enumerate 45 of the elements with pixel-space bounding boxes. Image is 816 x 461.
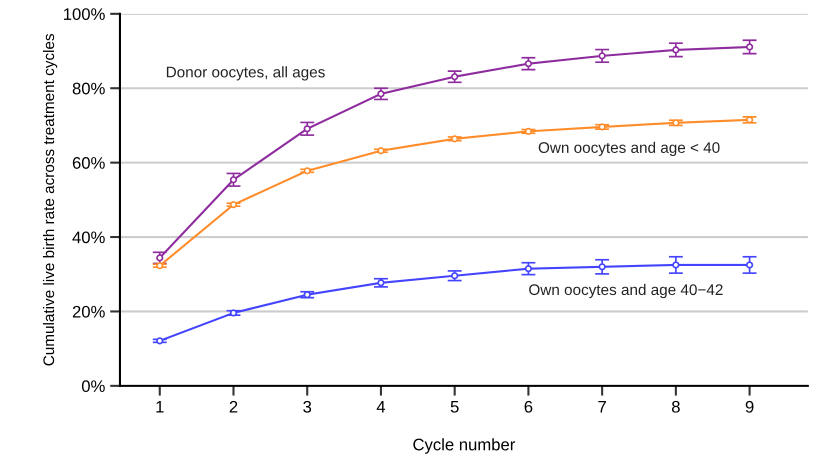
point [377, 279, 385, 286]
x-tick-label: 6 [524, 400, 532, 413]
x-tick-label: 9 [746, 400, 754, 413]
point [746, 43, 754, 51]
x-tick-label: 8 [672, 400, 680, 413]
point [524, 265, 532, 272]
x-tick-label: 7 [598, 401, 606, 413]
point [598, 123, 606, 131]
x-tick-label: 1 [156, 401, 164, 413]
point [746, 261, 754, 269]
point [598, 52, 606, 60]
point [524, 128, 532, 136]
point [451, 135, 458, 142]
point [156, 337, 164, 344]
x-tick-label: 4 [376, 401, 386, 413]
point [377, 90, 385, 98]
y-tick-label: 20% [72, 306, 105, 318]
point [451, 73, 458, 80]
x-tick-label: 5 [450, 401, 459, 413]
y-tick-label: 40% [72, 231, 105, 244]
point [672, 119, 680, 126]
point [304, 167, 311, 174]
point [156, 254, 164, 262]
point [598, 263, 606, 270]
y-axis-title: Cumulative live birth rate across treatment cycles [42, 34, 58, 366]
point [230, 309, 238, 317]
x-tick-label: 2 [230, 400, 238, 413]
series-label: Own oocytes and age 40−42 [529, 284, 723, 298]
x-tick-label: 3 [303, 400, 312, 413]
point [672, 261, 680, 269]
point [230, 176, 238, 184]
point [304, 125, 311, 132]
series-label: Own oocytes and age < 40 [538, 142, 720, 156]
point [156, 262, 164, 270]
text: Donor oocytes, all ages [166, 66, 325, 80]
point [524, 60, 532, 68]
y-tick-label: 60% [72, 157, 105, 169]
y-tick-label: 0% [82, 380, 105, 392]
point [230, 201, 238, 208]
point [451, 272, 458, 280]
x-axis-title: Cycle number [413, 438, 516, 454]
point [672, 46, 680, 54]
y-tick-label: 80% [72, 82, 105, 94]
point [377, 147, 385, 154]
y-tick-label: 100% [64, 8, 105, 20]
